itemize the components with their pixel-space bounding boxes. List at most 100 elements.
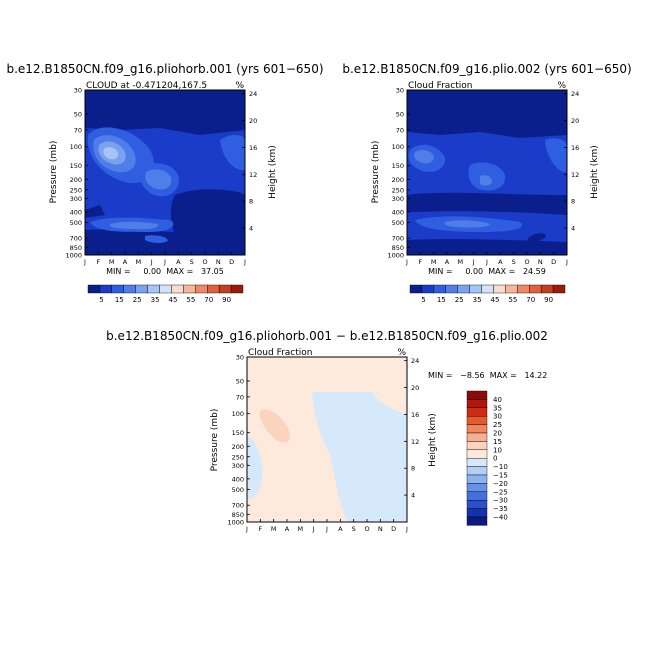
month-tick-label: S [512, 258, 516, 266]
month-tick-label: A [123, 258, 128, 266]
height-tick-label: 12 [249, 171, 257, 179]
colorbar-label: 35 [473, 296, 482, 304]
pressure-tick-label: 250 [232, 453, 244, 461]
month-tick-label: J [325, 525, 328, 533]
height-tick-label: 20 [249, 117, 257, 125]
month-tick-label: M [298, 525, 304, 533]
colorbar-swatch [466, 416, 488, 425]
month-tick-label: O [524, 258, 529, 266]
height-tick-label: 20 [571, 117, 579, 125]
pressure-tick-label: 500 [232, 486, 244, 494]
panel-2-height-ticks: 24 20 16 12 8 4 [564, 90, 579, 233]
pressure-tick-label: 850 [70, 244, 82, 252]
colorbar-swatch [457, 284, 470, 294]
panel-3-y2label: Height (km) [428, 413, 438, 467]
colorbar-label: 25 [455, 296, 464, 304]
panel-1-field [85, 90, 245, 255]
month-tick-label: M [136, 258, 142, 266]
colorbar-swatch [505, 284, 518, 294]
colorbar-swatch [123, 284, 136, 294]
colorbar-swatch [171, 284, 184, 294]
month-tick-label: F [96, 258, 100, 266]
colorbar-swatch [493, 284, 506, 294]
height-tick-label: 24 [571, 90, 579, 98]
colorbar-label: 10 [493, 446, 502, 454]
pressure-tick-label: 200 [392, 176, 404, 184]
colorbar-swatch [111, 284, 124, 294]
colorbar-swatch [469, 284, 482, 294]
colorbar-swatch [433, 284, 446, 294]
height-tick-label: 24 [249, 90, 257, 98]
colorbar-label: 15 [437, 296, 446, 304]
panel-1-ylabel: Pressure (mb) [49, 141, 59, 204]
month-tick-label: D [391, 525, 396, 533]
pressure-tick-label: 150 [392, 162, 404, 170]
month-tick-label: S [190, 258, 194, 266]
colorbar-swatch [409, 284, 423, 294]
colorbar-swatch [218, 284, 232, 294]
pressure-tick-label: 150 [232, 429, 244, 437]
colorbar-label: 90 [544, 296, 553, 304]
pressure-tick-label: 1000 [387, 252, 404, 260]
month-tick-label: A [176, 258, 181, 266]
panel-1-stats: MIN = 0.00 MAX = 37.05 [106, 267, 224, 276]
panel-3-field [247, 357, 407, 522]
height-tick-label: 4 [571, 225, 575, 233]
colorbar-swatch [466, 483, 488, 492]
colorbar-swatch [529, 284, 542, 294]
pressure-tick-label: 700 [70, 235, 82, 243]
colorbar-label: 40 [493, 396, 502, 404]
colorbar-label: 35 [493, 404, 502, 412]
month-tick-label: M [431, 258, 437, 266]
colorbar-label: 45 [169, 296, 178, 304]
colorbar-label: 30 [493, 413, 502, 421]
panel-1: b.e12.B1850CN.f09_g16.pliohorb.001 (yrs … [6, 62, 323, 304]
panel-2-y2label: Height (km) [590, 145, 600, 199]
pressure-tick-label: 30 [236, 354, 244, 362]
height-tick-label: 4 [249, 225, 253, 233]
colorbar-swatch [466, 449, 488, 459]
colorbar-label: 5 [99, 296, 103, 304]
colorbar-label: −10 [493, 463, 508, 471]
colorbar-swatch [466, 474, 488, 484]
pressure-tick-label: 1000 [65, 252, 82, 260]
colorbar-label: 45 [491, 296, 500, 304]
pressure-tick-label: 70 [236, 393, 244, 401]
month-tick-label: D [229, 258, 234, 266]
colorbar-swatch [517, 284, 530, 294]
panel-1-units: % [235, 81, 244, 91]
colorbar-swatch [466, 441, 488, 450]
colorbar-swatch [466, 424, 488, 434]
pressure-tick-label: 150 [70, 162, 82, 170]
month-tick-label: M [109, 258, 115, 266]
colorbar-swatch [466, 491, 488, 501]
colorbar-label: 15 [115, 296, 124, 304]
month-tick-label: J [243, 258, 246, 266]
colorbar-label: 15 [493, 438, 502, 446]
panel-3: b.e12.B1850CN.f09_g16.pliohorb.001 − b.e… [106, 329, 548, 533]
month-tick-label: J [405, 258, 408, 266]
colorbar-swatch [540, 284, 554, 294]
month-tick-label: F [418, 258, 422, 266]
pressure-tick-label: 850 [232, 511, 244, 519]
colorbar-swatch [466, 407, 488, 417]
month-tick-label: A [285, 525, 290, 533]
month-tick-label: A [445, 258, 450, 266]
panel-3-subtitle: Cloud Fraction [248, 348, 313, 358]
colorbar-swatch [445, 284, 458, 294]
month-tick-label: J [565, 258, 568, 266]
colorbar-label: 0 [493, 455, 497, 463]
month-tick-label: J [485, 258, 488, 266]
colorbar-swatch [99, 284, 113, 294]
month-tick-label: J [405, 525, 408, 533]
panel-2: b.e12.B1850CN.f09_g16.plio.002 (yrs 601−… [342, 62, 631, 304]
panel-2-stats: MIN = 0.00 MAX = 24.59 [428, 267, 546, 276]
pressure-tick-label: 50 [74, 111, 82, 119]
height-tick-label: 16 [249, 144, 257, 152]
colorbar-swatch [159, 284, 172, 294]
panel-1-subtitle: CLOUD at -0.471204,167.5 [86, 81, 207, 91]
month-tick-label: A [338, 525, 343, 533]
